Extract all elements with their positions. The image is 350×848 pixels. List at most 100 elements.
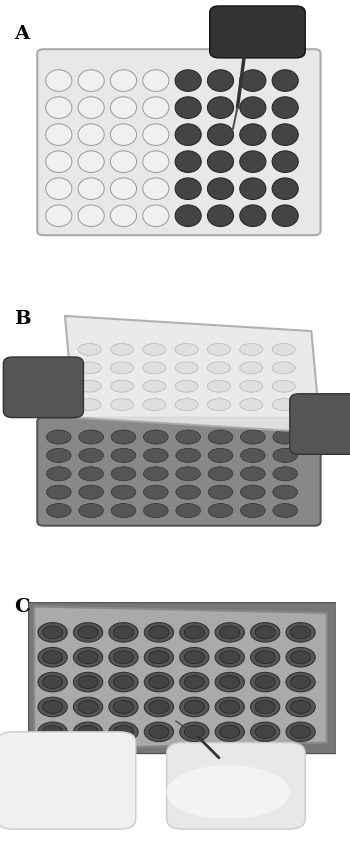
Ellipse shape	[109, 622, 138, 642]
Ellipse shape	[255, 725, 275, 739]
Ellipse shape	[175, 343, 198, 355]
Ellipse shape	[175, 362, 198, 374]
Ellipse shape	[109, 697, 138, 717]
Ellipse shape	[208, 178, 233, 199]
Ellipse shape	[47, 430, 71, 444]
Ellipse shape	[113, 676, 133, 689]
Ellipse shape	[272, 70, 298, 92]
Ellipse shape	[78, 399, 101, 410]
Ellipse shape	[255, 676, 275, 689]
Ellipse shape	[38, 672, 67, 692]
Ellipse shape	[78, 178, 104, 199]
Ellipse shape	[143, 97, 169, 119]
Ellipse shape	[208, 362, 231, 374]
Ellipse shape	[149, 626, 169, 639]
Ellipse shape	[175, 380, 198, 392]
Text: C: C	[14, 598, 30, 616]
Ellipse shape	[240, 343, 263, 355]
Ellipse shape	[144, 697, 174, 717]
Ellipse shape	[175, 178, 201, 199]
Ellipse shape	[176, 485, 201, 499]
Ellipse shape	[111, 504, 136, 517]
Ellipse shape	[180, 697, 209, 717]
Ellipse shape	[175, 70, 201, 92]
Ellipse shape	[240, 485, 265, 499]
Ellipse shape	[144, 466, 168, 481]
Ellipse shape	[143, 178, 169, 199]
Ellipse shape	[144, 622, 174, 642]
Ellipse shape	[78, 124, 104, 146]
Ellipse shape	[176, 449, 201, 462]
Ellipse shape	[110, 362, 133, 374]
Ellipse shape	[46, 124, 72, 146]
Ellipse shape	[110, 97, 136, 119]
Ellipse shape	[272, 399, 295, 410]
FancyBboxPatch shape	[290, 393, 350, 455]
Ellipse shape	[272, 343, 295, 355]
Ellipse shape	[149, 725, 169, 739]
Ellipse shape	[251, 648, 280, 667]
Ellipse shape	[111, 449, 136, 462]
Ellipse shape	[43, 650, 63, 664]
Ellipse shape	[79, 430, 104, 444]
Ellipse shape	[38, 648, 67, 667]
Ellipse shape	[78, 362, 101, 374]
Ellipse shape	[78, 151, 104, 172]
Ellipse shape	[74, 622, 103, 642]
Ellipse shape	[251, 697, 280, 717]
Ellipse shape	[240, 466, 265, 481]
FancyBboxPatch shape	[28, 602, 336, 753]
Ellipse shape	[184, 650, 204, 664]
Ellipse shape	[143, 362, 166, 374]
Ellipse shape	[38, 722, 67, 741]
Ellipse shape	[220, 725, 240, 739]
Text: B: B	[14, 310, 31, 327]
Ellipse shape	[110, 343, 133, 355]
FancyBboxPatch shape	[167, 743, 305, 829]
Ellipse shape	[109, 648, 138, 667]
Ellipse shape	[180, 648, 209, 667]
Ellipse shape	[255, 650, 275, 664]
Ellipse shape	[167, 766, 290, 819]
Polygon shape	[65, 316, 321, 432]
Ellipse shape	[79, 504, 104, 517]
Ellipse shape	[46, 205, 72, 226]
Ellipse shape	[176, 430, 201, 444]
Ellipse shape	[251, 622, 280, 642]
Ellipse shape	[74, 648, 103, 667]
FancyBboxPatch shape	[37, 49, 321, 235]
Ellipse shape	[43, 676, 63, 689]
Ellipse shape	[290, 676, 310, 689]
Ellipse shape	[78, 700, 98, 713]
Ellipse shape	[175, 151, 201, 172]
Ellipse shape	[240, 399, 263, 410]
Ellipse shape	[240, 70, 266, 92]
Ellipse shape	[208, 485, 233, 499]
Ellipse shape	[74, 697, 103, 717]
Ellipse shape	[184, 725, 204, 739]
Ellipse shape	[149, 676, 169, 689]
Text: A: A	[14, 25, 29, 43]
Ellipse shape	[272, 380, 295, 392]
Ellipse shape	[175, 205, 201, 226]
Ellipse shape	[143, 399, 166, 410]
Ellipse shape	[47, 485, 71, 499]
Ellipse shape	[220, 650, 240, 664]
Ellipse shape	[215, 648, 244, 667]
Ellipse shape	[273, 504, 298, 517]
FancyBboxPatch shape	[37, 417, 321, 526]
Ellipse shape	[272, 151, 298, 172]
Ellipse shape	[175, 124, 201, 146]
Ellipse shape	[144, 672, 174, 692]
Ellipse shape	[215, 722, 244, 741]
Ellipse shape	[273, 466, 298, 481]
Ellipse shape	[208, 343, 231, 355]
Ellipse shape	[43, 626, 63, 639]
Ellipse shape	[110, 151, 136, 172]
Ellipse shape	[110, 205, 136, 226]
Ellipse shape	[78, 626, 98, 639]
Ellipse shape	[78, 343, 101, 355]
FancyBboxPatch shape	[210, 6, 305, 58]
Ellipse shape	[78, 380, 101, 392]
Ellipse shape	[273, 485, 298, 499]
